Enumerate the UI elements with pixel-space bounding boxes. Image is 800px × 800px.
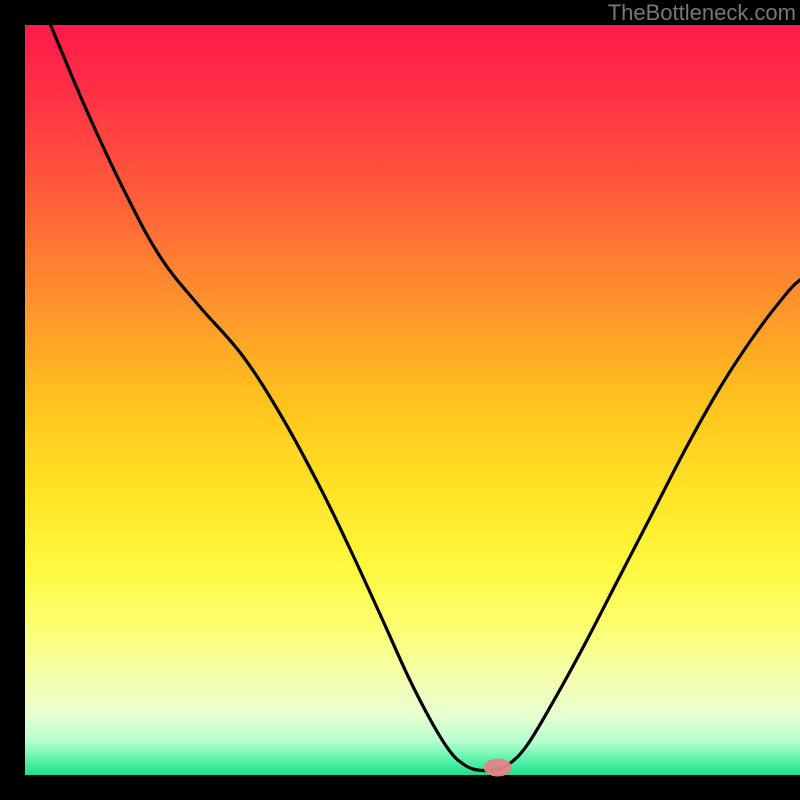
chart-container: { "watermark": "TheBottleneck.com", "cha… bbox=[0, 0, 800, 800]
bottleneck-chart bbox=[0, 0, 800, 800]
optimum-marker bbox=[484, 759, 512, 777]
plot-area bbox=[25, 25, 800, 775]
watermark-text: TheBottleneck.com bbox=[608, 0, 796, 26]
